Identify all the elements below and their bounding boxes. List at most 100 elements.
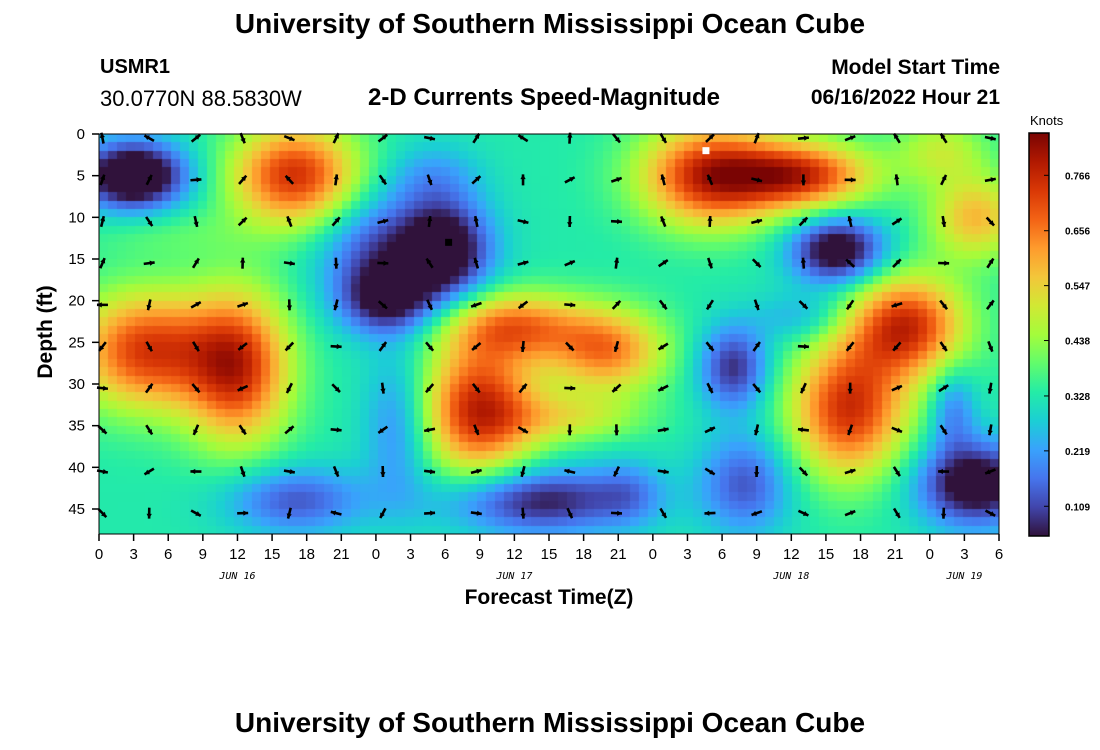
current-arrow-head — [614, 137, 620, 143]
current-arrow-head — [940, 133, 946, 140]
x-tick-label: 15 — [264, 546, 281, 563]
current-arrow-head — [101, 428, 107, 434]
current-arrow-head — [146, 513, 152, 519]
current-arrow-head — [147, 345, 152, 352]
current-arrow-head — [613, 346, 619, 352]
current-arrow-head — [289, 260, 295, 266]
current-arrow-head — [240, 257, 246, 263]
current-arrow-head — [569, 260, 575, 266]
current-arrow-head — [661, 137, 667, 143]
current-arrow-head — [707, 262, 713, 269]
current-arrow-head — [896, 427, 902, 433]
current-arrow-head — [985, 469, 991, 475]
current-arrow-head — [334, 217, 340, 223]
x-tick-label: 9 — [753, 546, 761, 563]
current-arrow-head — [424, 427, 430, 433]
current-arrow-head — [518, 135, 524, 141]
current-arrow-head — [289, 135, 295, 141]
current-arrow-head — [616, 177, 622, 183]
current-arrow-head — [800, 180, 807, 186]
current-arrow-head — [240, 428, 246, 435]
current-arrow-head — [850, 468, 856, 474]
x-tick-label: 18 — [298, 546, 315, 563]
current-arrow-head — [380, 512, 385, 519]
current-arrow-head — [850, 177, 856, 183]
current-arrow-head — [195, 511, 201, 516]
y-tick-label: 30 — [68, 376, 85, 393]
current-arrow-head — [754, 342, 760, 348]
current-arrow-head — [569, 177, 575, 182]
current-arrow-head — [797, 427, 804, 433]
current-arrow-head — [615, 300, 621, 307]
day-label: JUN 16 — [218, 571, 255, 582]
current-arrow-head — [194, 134, 201, 140]
current-arrow-head — [381, 342, 387, 348]
colorbar-scale — [1028, 132, 1050, 537]
colorbar-tick-label: 0.766 — [1065, 171, 1090, 182]
current-arrow-head — [617, 510, 622, 516]
current-arrow-head — [803, 135, 809, 141]
current-arrow-head — [941, 174, 947, 181]
current-arrow-head — [846, 259, 852, 265]
current-arrow-head — [944, 260, 950, 266]
colorbar-tick-label: 0.547 — [1065, 282, 1090, 293]
x-tick-label: 21 — [333, 546, 350, 563]
current-arrow-head — [567, 222, 573, 227]
current-arrow-head — [240, 471, 246, 477]
x-axis-label: Forecast Time(Z) — [465, 586, 634, 609]
current-arrow-head — [334, 133, 339, 139]
current-arrow-head — [241, 175, 247, 182]
current-arrow-head — [658, 344, 665, 350]
current-arrow-head — [755, 261, 761, 268]
y-tick-label: 5 — [77, 168, 85, 185]
day-label: JUN 17 — [495, 571, 532, 582]
colorbar-ticks: 0.109 0.219 0.328 0.438 0.547 0.656 0.766 — [1044, 171, 1090, 513]
current-arrow-head — [938, 468, 943, 475]
current-arrow-head — [146, 304, 152, 311]
current-arrow-head — [570, 385, 576, 391]
day-label: JUN 18 — [772, 571, 809, 582]
current-arrow-head — [567, 132, 573, 138]
colorbar-tick-label: 0.438 — [1065, 337, 1090, 348]
current-arrow-head — [336, 427, 342, 433]
current-arrow-head — [286, 387, 292, 394]
current-arrow-head — [101, 511, 107, 518]
current-arrow-head — [471, 302, 477, 308]
current-arrows — [96, 132, 996, 519]
current-arrow-head — [238, 344, 244, 350]
current-arrow-head — [896, 385, 902, 391]
current-arrow-head — [193, 429, 199, 435]
current-arrow-head — [989, 511, 996, 516]
y-tick-label: 20 — [68, 293, 85, 310]
current-arrow-head — [988, 300, 994, 306]
current-arrow-head — [289, 469, 295, 475]
current-arrow-head — [380, 472, 386, 477]
current-arrow-head — [521, 383, 527, 390]
current-arrow-head — [378, 428, 384, 433]
current-arrow-head — [429, 468, 436, 475]
x-tick-label: 6 — [718, 546, 726, 563]
x-tick-label: 15 — [818, 546, 835, 563]
current-arrow-head — [707, 387, 713, 394]
current-arrow-head — [987, 388, 993, 394]
x-tick-label: 6 — [164, 546, 172, 563]
x-tick-label: 18 — [575, 546, 592, 563]
current-arrow-head — [427, 304, 433, 310]
current-arrow-head — [896, 218, 902, 224]
current-arrow-head — [285, 345, 291, 351]
current-arrow-head — [100, 174, 106, 181]
current-arrow-head — [988, 258, 994, 265]
current-arrow-head — [334, 386, 340, 393]
current-arrow-head — [522, 260, 529, 266]
current-arrow-head — [102, 469, 108, 475]
current-arrow-head — [661, 303, 667, 310]
station-markers — [445, 147, 710, 246]
current-arrow-head — [288, 426, 294, 432]
current-arrow-head — [427, 216, 433, 222]
x-tick-label: 9 — [199, 546, 207, 563]
current-arrow-head — [237, 386, 244, 391]
current-arrow-head — [847, 388, 853, 394]
x-tick-label: 3 — [406, 546, 414, 563]
current-arrow-head — [242, 302, 248, 308]
current-arrow-head — [194, 345, 199, 352]
